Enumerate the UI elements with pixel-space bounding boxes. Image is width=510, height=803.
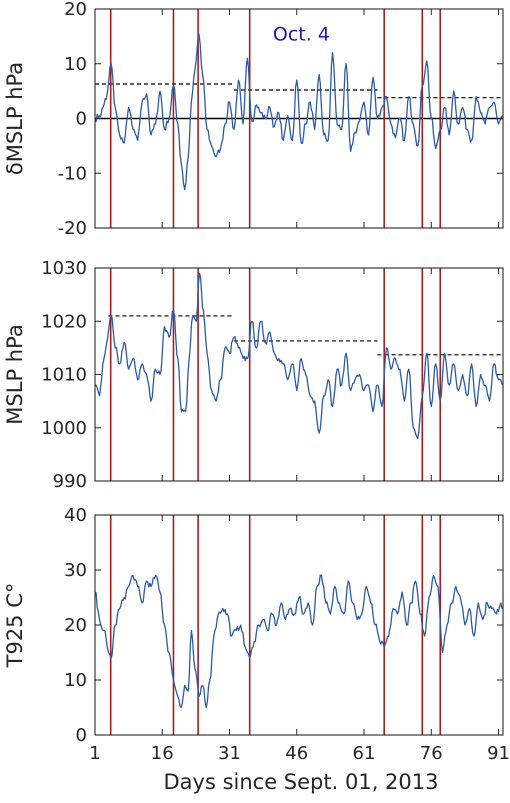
y-tick-label: 1020 <box>41 311 87 332</box>
series-line <box>94 272 504 440</box>
panel-mslp: 990 1000 1010 1020 1030 MSLP hPa <box>3 258 504 492</box>
y-tick-label: 1010 <box>41 365 87 386</box>
series-line <box>94 574 504 709</box>
y-tick-label: 0 <box>76 725 87 746</box>
x-axis-label: Days since Sept. 01, 2013 <box>164 770 439 794</box>
y-tick-label: 1000 <box>41 418 87 439</box>
series-line <box>94 33 504 191</box>
plot-area <box>95 515 503 735</box>
x-tick-label: 16 <box>151 743 174 764</box>
x-tick-label: 61 <box>353 743 376 764</box>
y-tick-label: 20 <box>64 615 87 636</box>
y-tick-label: 10 <box>64 670 87 691</box>
x-tick-label: 76 <box>420 743 443 764</box>
y-tick-label: 1030 <box>41 258 87 279</box>
annotation-label: Oct. 4 <box>273 24 330 46</box>
panel-delta-mslp: -20 -10 0 10 20 δMSLP hPa Oct. 4 <box>3 0 504 239</box>
x-tick-label: 46 <box>285 743 308 764</box>
y-tick-label: 10 <box>64 54 87 75</box>
y-tick-label: 990 <box>53 471 87 492</box>
y-axis-label: T925 C° <box>3 583 27 669</box>
x-tick-label: 1 <box>89 743 100 764</box>
y-tick-label: 20 <box>64 0 87 20</box>
y-tick-label: 0 <box>76 109 87 130</box>
y-tick-label: -10 <box>58 163 87 184</box>
y-tick-label: 40 <box>64 505 87 526</box>
panel-t925: 0 10 20 30 40 1 16 31 46 61 76 91 T925 C° <box>3 505 510 764</box>
x-tick-label: 91 <box>487 743 510 764</box>
y-axis-label: MSLP hPa <box>3 324 27 424</box>
y-tick-label: 30 <box>64 560 87 581</box>
y-tick-label: -20 <box>58 218 87 239</box>
y-axis-label: δMSLP hPa <box>3 62 27 175</box>
x-tick-label: 31 <box>218 743 241 764</box>
